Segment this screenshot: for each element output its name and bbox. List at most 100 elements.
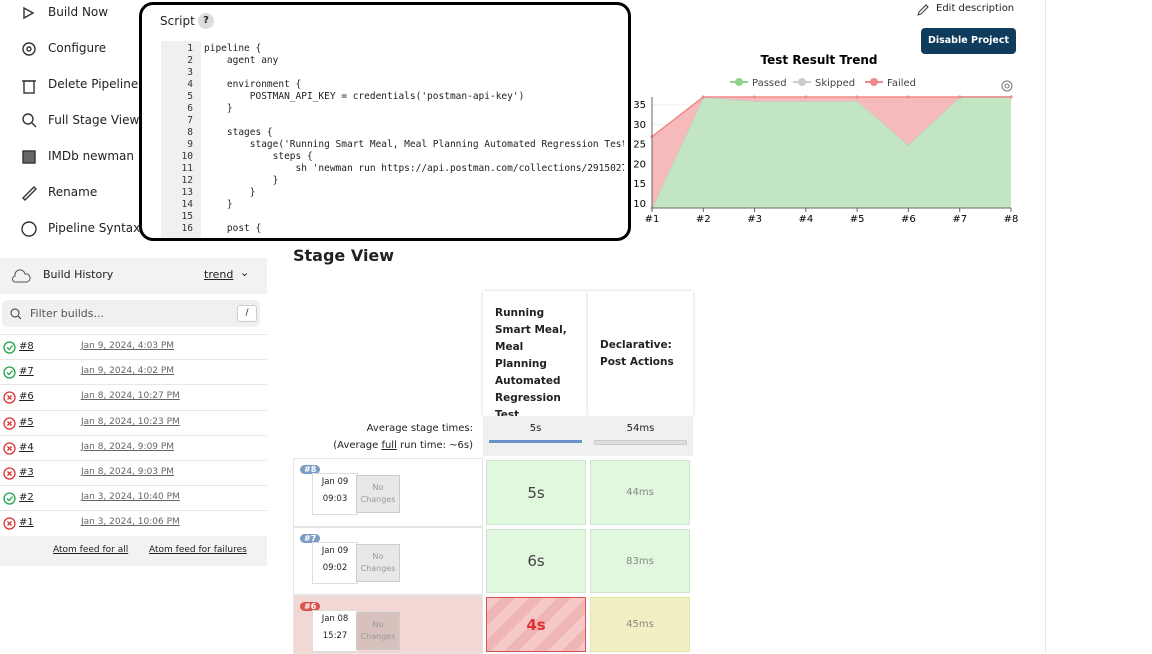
build-number[interactable]: #2 [19, 492, 34, 504]
code-line: } [204, 187, 256, 198]
code-line [204, 211, 624, 223]
code-line: } [204, 103, 233, 114]
code-line: steps { [204, 151, 313, 162]
build-row: #3 Jan 8, 2024, 9:03 PM [0, 460, 267, 486]
link[interactable]: full [381, 440, 397, 451]
build-date[interactable]: Jan 3, 2024, 10:06 PM [81, 517, 180, 528]
script-box: Script ? 1 2 3 4 5 6 7 8 9 10 11 12 13 14 15 16 pipelin… [139, 2, 631, 241]
stage-time[interactable]: 44ms [590, 460, 690, 525]
build-number[interactable]: #3 [19, 467, 34, 478]
edit-description[interactable]: Edit description [936, 3, 1015, 14]
point [701, 95, 705, 99]
area [652, 97, 1011, 208]
build-row: #2 Jan 3, 2024, 10:40 PM [0, 485, 267, 511]
build-number[interactable]: #7 [19, 366, 34, 378]
menu-item[interactable]: Configure [48, 41, 107, 55]
build-number[interactable]: #1 [19, 517, 34, 529]
build-badge[interactable]: #8 [300, 465, 321, 474]
menu-icons [21, 6, 37, 237]
legend-dot [798, 78, 806, 86]
time: 09:03 [322, 494, 348, 504]
edit-icon [917, 4, 929, 16]
area-line [651, 96, 1011, 138]
line-number: 10 [181, 151, 193, 162]
line-number: 16 [181, 223, 193, 234]
code-line: post { [204, 223, 262, 234]
build-date[interactable]: Jan 3, 2024, 10:40 PM [81, 492, 180, 503]
line-number: 12 [181, 175, 193, 186]
build-cell: #7 Jan 09 09:02 No Changes [293, 527, 483, 595]
point [855, 95, 859, 99]
stage-time[interactable]: 83ms [590, 529, 690, 593]
build-number[interactable]: #6 [19, 391, 34, 403]
stage-time[interactable]: 45ms [590, 597, 690, 652]
y-tick-label: 35 [633, 100, 646, 111]
code-line: } [204, 199, 233, 210]
settings-icon[interactable] [1001, 80, 1013, 92]
average-stage: Average stage times: [366, 423, 473, 434]
build-row: #4 Jan 8, 2024, 9:09 PM [0, 434, 267, 461]
menu-item[interactable]: Pipeline Syntax [48, 221, 141, 235]
menu-item[interactable]: Rename [48, 185, 98, 199]
average-label: Average stage times: (Average full run ti… [293, 420, 473, 454]
avg-time: 54ms [588, 416, 693, 456]
stage-time[interactable]: 4s [486, 597, 586, 652]
build-history-title: Build History [43, 268, 114, 281]
legend-label: Failed [887, 78, 916, 89]
disable-button[interactable]: Disable Project [921, 28, 1016, 54]
x-tick-label: #4 [798, 214, 813, 225]
build-date[interactable]: Jan 8, 2024, 10:23 PM [81, 416, 180, 427]
filter-box[interactable]: Filter builds... / [2, 300, 260, 327]
average-run: (Average full run time: ~6s) [293, 437, 473, 454]
build-number[interactable]: #5 [19, 416, 34, 428]
build-cell: #6 Jan 08 15:27 No Changes [293, 595, 483, 654]
line-number: 8 [187, 127, 193, 138]
x-tick-label: #7 [952, 214, 967, 225]
build-date[interactable]: Jan 8, 2024, 10:27 PM [81, 391, 180, 402]
build-number[interactable]: #4 [19, 441, 34, 453]
legend-label: Passed [752, 78, 787, 89]
build-badge[interactable]: #6 [300, 602, 321, 611]
build-row: #7 Jan 9, 2024, 4:02 PM [0, 359, 267, 385]
trend-link[interactable]: trend [204, 268, 234, 281]
stage-header: Running Smart Meal, Meal Planning Automa… [483, 291, 588, 421]
time: 15:27 [322, 631, 348, 641]
build-date[interactable]: Jan 8, 2024, 9:09 PM [81, 441, 175, 452]
menu-item[interactable]: Build Now [48, 5, 109, 19]
date: Jan 08 [321, 614, 349, 624]
y-tick-label: 20 [633, 159, 646, 170]
build-date[interactable]: Jan 9, 2024, 4:02 PM [81, 366, 175, 377]
code-line: environment { [204, 79, 302, 90]
line-number: 4 [187, 79, 193, 90]
stage-time[interactable]: 5s [486, 460, 586, 525]
legend-dot [735, 78, 743, 86]
line-number: 6 [187, 103, 193, 114]
build-badge[interactable]: #7 [300, 534, 321, 543]
code-line [204, 115, 624, 127]
avg-time-text: 54ms [626, 423, 655, 434]
divider [1045, 0, 1046, 652]
code-line: pipeline { [204, 43, 262, 54]
avg-time: 5s [483, 416, 588, 456]
x-tick-label: #1 [645, 214, 660, 225]
help-icon[interactable]: ? [198, 13, 214, 29]
line-number: 13 [181, 187, 193, 198]
stage-time[interactable]: 6s [486, 529, 586, 593]
build-date[interactable]: Jan 9, 2024, 4:03 PM [81, 341, 175, 351]
text: (Average [333, 440, 382, 451]
point [804, 95, 808, 99]
filter-placeholder: Filter builds... [30, 307, 105, 320]
feed-link[interactable]: Atom feed for all [53, 545, 129, 555]
changes: No Changes [356, 475, 400, 513]
feeds: Atom feed for all Atom feed for failures [0, 536, 267, 566]
menu-item[interactable]: Delete Pipeline [48, 77, 139, 91]
build-date[interactable]: Jan 8, 2024, 9:03 PM [81, 467, 175, 477]
build-number[interactable]: #8 [19, 341, 34, 352]
area [652, 97, 1011, 208]
code-line: stages { [204, 127, 273, 138]
menu-item[interactable]: Full Stage View [48, 113, 140, 127]
trend-caret[interactable]: ⌄ [240, 266, 250, 279]
feed-link[interactable]: Atom feed for failures [149, 545, 247, 555]
date: Jan 09 [321, 546, 349, 556]
build-row: #8 Jan 9, 2024, 4:03 PM [0, 334, 267, 360]
